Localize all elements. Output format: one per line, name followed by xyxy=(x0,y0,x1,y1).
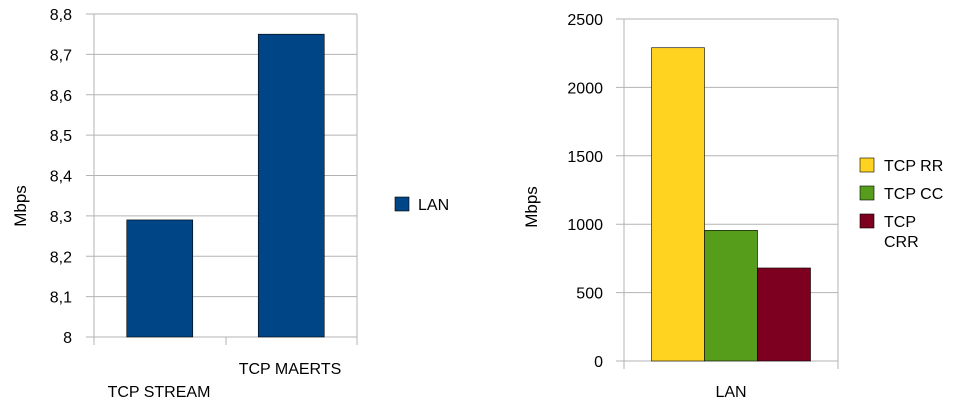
chart-2-legend-label-line: TCP xyxy=(884,214,916,231)
chart-2-y-axis-label: Mbps xyxy=(522,186,541,228)
chart-2-y-tick-label: 1000 xyxy=(567,217,603,234)
chart-1-y-axis-label: Mbps xyxy=(11,185,30,227)
chart-1: 8 8,1 8,2 8,3 8,4 8,5 8,6 8,7 8,8 TCP STREAM TCP… xyxy=(11,7,449,401)
chart-1-y-tick-label: 8,2 xyxy=(50,249,72,266)
chart-2-bar xyxy=(704,230,758,362)
chart-2-y-tick-label: 2500 xyxy=(567,12,603,29)
chart-2-legend-swatch-tcp-cc xyxy=(859,185,875,201)
chart-2-y-tick-label: 500 xyxy=(576,286,603,303)
chart-2-bars xyxy=(651,47,811,362)
chart-2-legend-label-tcp-crr: TCP CRR xyxy=(884,214,919,251)
chart-2-y-tick-label: 1500 xyxy=(567,149,603,166)
chart-2-y-tick-labels: 0 500 1000 1500 2000 2500 xyxy=(567,12,603,371)
chart-2-bar xyxy=(651,47,705,362)
chart-1-y-tick-label: 8,4 xyxy=(50,169,72,186)
chart-2-legend-swatch-tcp-crr xyxy=(859,213,875,229)
chart-1-x-tick-label: TCP STREAM xyxy=(108,384,211,401)
chart-1-bars xyxy=(126,33,325,338)
chart-2-legend-label-tcp-cc: TCP CC xyxy=(884,186,943,203)
chart-1-bar xyxy=(257,33,325,338)
chart-1-y-tick-label: 8,8 xyxy=(50,7,72,24)
chart-1-y-tick-labels: 8 8,1 8,2 8,3 8,4 8,5 8,6 8,7 8,8 xyxy=(50,7,72,347)
chart-2-legend-swatch-tcp-rr xyxy=(859,157,875,173)
chart-1-y-tick-label: 8,5 xyxy=(50,128,72,145)
chart-1-y-tick-label: 8,7 xyxy=(50,47,72,64)
chart-2: 0 500 1000 1500 2000 2500 LAN Mbps TCP RR TCP… xyxy=(522,12,943,401)
chart-2-legend-label-line: CRR xyxy=(884,234,919,251)
chart-1-y-tick-label: 8 xyxy=(63,330,72,347)
chart-1-y-tick-label: 8,3 xyxy=(50,209,72,226)
chart-2-y-tick-label: 2000 xyxy=(567,80,603,97)
chart-2-y-tick-label: 0 xyxy=(594,354,603,371)
chart-1-legend: LAN xyxy=(394,196,449,214)
chart-1-bar xyxy=(126,219,194,338)
chart-1-legend-swatch-lan xyxy=(394,196,410,212)
chart-2-legend: TCP RR TCP CC TCP CRR xyxy=(859,157,943,251)
chart-2-legend-label-tcp-rr: TCP RR xyxy=(884,158,943,175)
chart-1-y-tick-label: 8,6 xyxy=(50,88,72,105)
chart-2-bar xyxy=(757,267,811,362)
chart-1-y-tick-label: 8,1 xyxy=(50,290,72,307)
chart-1-legend-label-lan: LAN xyxy=(418,197,449,214)
chart-2-x-tick-label: LAN xyxy=(715,384,746,401)
chart-1-x-tick-label: TCP MAERTS xyxy=(239,361,342,378)
